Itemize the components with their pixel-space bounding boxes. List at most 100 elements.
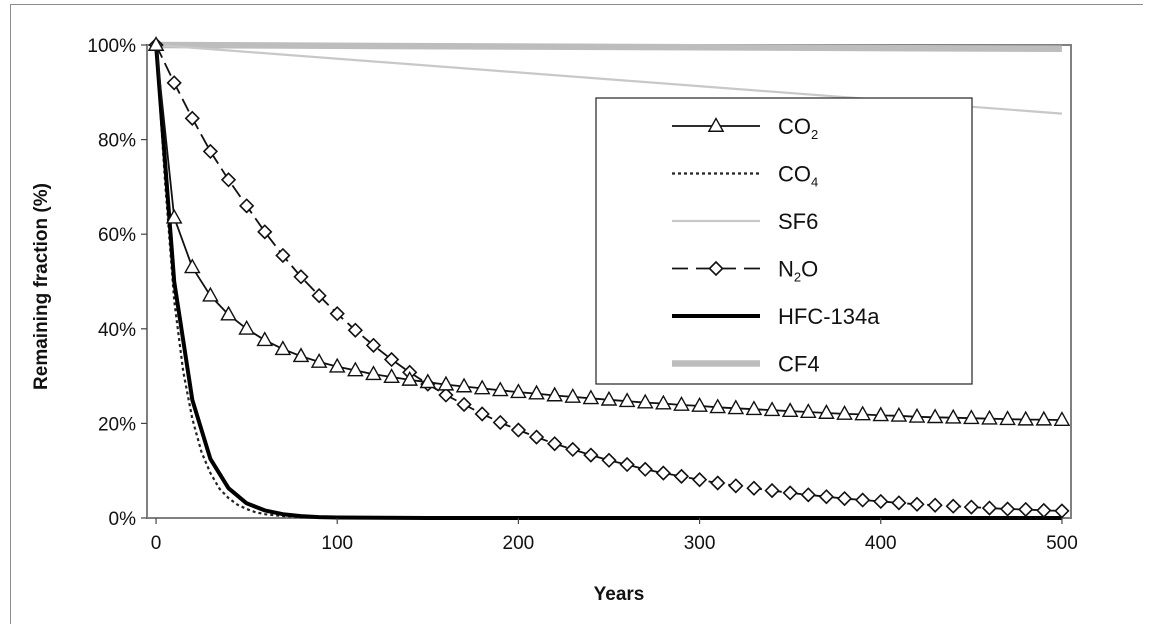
series-n2o-point <box>510 422 527 438</box>
series-n2o-point <box>1018 501 1034 518</box>
series-n2o-point <box>655 465 671 481</box>
series-n2o-point <box>383 351 400 368</box>
series-co2-point <box>818 404 835 419</box>
legend-entry-cf4: CF4 <box>672 352 820 377</box>
series-n2o-point <box>166 75 182 91</box>
series-n2o-point <box>691 472 708 488</box>
legend-marker <box>707 117 725 132</box>
series-co2-point <box>963 409 980 425</box>
series-co2-point <box>618 392 636 408</box>
legend-entry-sf6: SF6 <box>672 209 818 234</box>
series-co2-point <box>437 375 455 391</box>
series-n2o-point <box>855 492 871 508</box>
series-n2o-point <box>619 456 635 473</box>
axes: 0% 20% 40% 60% 80% 100% 0 100 200 300 400 500 <box>87 36 1077 554</box>
series-co2-point <box>709 398 727 414</box>
series-co2-point <box>999 410 1016 426</box>
series-n2o-point <box>492 414 508 431</box>
series-co2-point <box>455 377 473 393</box>
series-co2-point <box>328 357 346 373</box>
series-co2-point <box>274 340 292 356</box>
legend-marker <box>708 260 724 277</box>
series-co2-point <box>981 409 998 425</box>
series-n2o-point <box>909 496 925 512</box>
series-n2o-point <box>365 337 382 353</box>
series-n2o-point <box>329 306 345 322</box>
y-axis-title: Remaining fraction (%) <box>31 183 52 390</box>
series-n2o-point <box>583 447 599 463</box>
series-co2-point <box>564 387 582 403</box>
series-co2-point <box>926 408 944 424</box>
y-tick-label: 80% <box>98 131 136 152</box>
series-co2-point <box>781 402 799 418</box>
series-cf4 <box>156 41 1062 53</box>
series-co2-point <box>1017 410 1035 426</box>
series-co2-point <box>890 406 908 422</box>
series-n2o-point <box>293 269 309 285</box>
series-co2-point <box>419 373 437 389</box>
y-tick-label: 100% <box>87 36 136 57</box>
chart-frame <box>10 4 1143 624</box>
series-co2-point <box>365 365 382 381</box>
series-co2-point <box>202 286 219 302</box>
y-tick-label: 20% <box>98 414 136 435</box>
series-co2 <box>147 36 1071 427</box>
series-co2-point <box>347 361 364 377</box>
series-co2-point <box>944 408 962 424</box>
series-n2o-point <box>818 489 835 505</box>
legend-box <box>595 97 973 385</box>
series-n2o-point <box>1054 503 1070 519</box>
series-n2o-point <box>673 468 690 485</box>
series-co2-point <box>727 399 745 415</box>
series-co2-point <box>908 407 926 423</box>
series-n2o-point <box>601 452 617 468</box>
series-n2o-point <box>438 387 454 403</box>
series-co2-point <box>1053 411 1071 427</box>
series-co2-point <box>491 381 509 397</box>
series-n2o-point <box>1036 502 1052 519</box>
series-n2o-point <box>547 436 563 452</box>
series-n2o-point <box>311 288 327 304</box>
series-co2-point <box>383 368 400 383</box>
series-n2o-point <box>945 498 961 514</box>
x-tick-label: 0 <box>151 533 162 554</box>
series-n2o-point <box>836 490 853 507</box>
series-co2-point <box>220 305 237 321</box>
series-co2-point <box>183 258 201 274</box>
series-n2o-point <box>764 482 780 499</box>
series-n2o-point <box>728 478 744 494</box>
x-tick-label: 400 <box>865 533 897 554</box>
series-co2-point <box>256 331 274 347</box>
legend-label: SF6 <box>778 209 818 234</box>
series-n2o-point <box>565 441 581 458</box>
series-co2-point <box>799 403 817 418</box>
series-n2o-point <box>891 495 907 511</box>
x-axis-title: Years <box>594 584 645 605</box>
series-n2o-point <box>800 487 816 503</box>
series-co2-point <box>238 319 255 335</box>
series-n2o-point <box>474 406 490 422</box>
series-co2-point <box>854 405 871 421</box>
series-co2-point <box>691 396 708 412</box>
series-co2-point <box>745 400 763 416</box>
series-n2o-point <box>746 480 762 496</box>
y-tick-label: 60% <box>98 225 136 246</box>
series-co2-point <box>872 406 890 422</box>
y-tick-label: 0% <box>109 509 137 530</box>
series-co2-point <box>510 383 527 399</box>
series-co2-point <box>528 384 545 400</box>
series-n2o-point <box>710 475 726 491</box>
series-co2-point <box>165 208 183 224</box>
legend-entry-hfc134a: HFC-134a <box>672 304 880 329</box>
x-tick-label: 500 <box>1046 533 1078 554</box>
series-co2-point <box>147 36 165 51</box>
x-tick-label: 100 <box>321 533 353 554</box>
series-co2-point <box>600 390 618 406</box>
series-co2-point <box>1035 410 1053 426</box>
series-hfc134a-line <box>154 44 1062 520</box>
series-co2-point <box>473 379 491 395</box>
series-co2-point <box>636 393 654 409</box>
series-n2o-point <box>873 493 889 510</box>
